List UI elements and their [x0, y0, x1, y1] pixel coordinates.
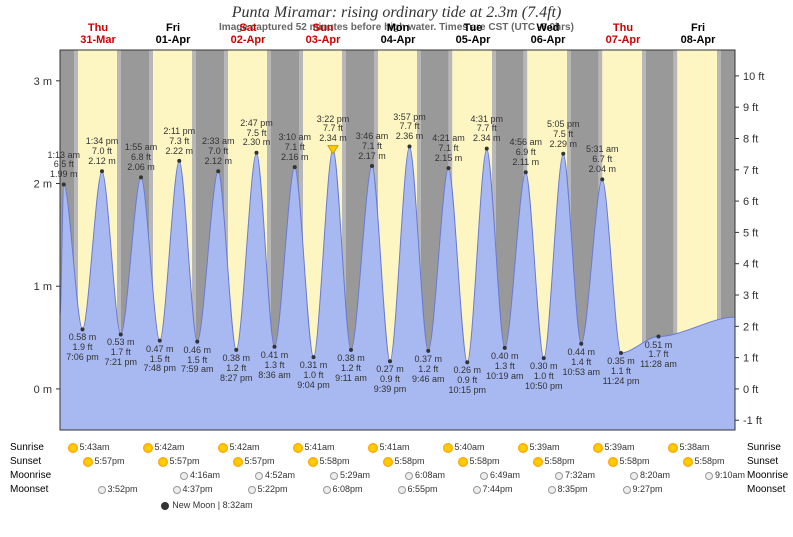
astro-item: 3:52pm [98, 484, 138, 494]
tide-label: 1:55 am6.8 ft2.06 m [121, 143, 161, 173]
tide-label: 2:33 am7.0 ft2.12 m [198, 137, 238, 167]
svg-text:0 ft: 0 ft [743, 384, 758, 396]
newmoon-label: New Moon | 8:32am [161, 500, 252, 510]
tide-label: 0.38 m1.2 ft9:11 am [331, 354, 371, 384]
astro-item: 9:27pm [623, 484, 663, 494]
tide-label: 5:05 pm7.5 ft2.29 m [543, 120, 583, 150]
day-header: Thu07-Apr [586, 22, 661, 46]
tide-label: 1:34 pm7.0 ft2.12 m [82, 137, 122, 167]
svg-text:5 ft: 5 ft [743, 227, 758, 239]
astro-item: 5:58pm [533, 456, 575, 467]
astro-row-label-left: Sunset [10, 456, 41, 467]
svg-text:2 ft: 2 ft [743, 321, 758, 333]
tide-label: 0.47 m1.5 ft7:48 pm [140, 345, 180, 375]
tide-label: 0.58 m1.9 ft7:06 pm [63, 333, 103, 363]
svg-text:2 m: 2 m [34, 179, 52, 191]
astro-item: 5:57pm [233, 456, 275, 467]
tide-label: 0.27 m0.9 ft9:39 pm [370, 365, 410, 395]
tide-label: 0.30 m1.0 ft10:50 pm [524, 362, 564, 392]
astro-item: 5:41am [368, 442, 410, 453]
day-header: Mon04-Apr [361, 22, 436, 46]
day-header: Tue05-Apr [436, 22, 511, 46]
svg-text:3 ft: 3 ft [743, 290, 758, 302]
astro-row-label-left: Moonset [10, 484, 48, 495]
svg-text:3 m: 3 m [34, 76, 52, 88]
tide-label: 0.26 m0.9 ft10:15 pm [447, 366, 487, 396]
astro-item: 5:41am [293, 442, 335, 453]
astro-item: 5:29am [330, 470, 370, 480]
astro-item: 6:55pm [398, 484, 438, 494]
svg-text:-1 ft: -1 ft [743, 415, 762, 427]
astro-item: 4:37pm [173, 484, 213, 494]
svg-text:7 ft: 7 ft [743, 165, 758, 177]
svg-text:10 ft: 10 ft [743, 71, 764, 83]
tide-label: 3:46 am7.1 ft2.17 m [352, 132, 392, 162]
astro-row-label-left: Moonrise [10, 470, 51, 481]
svg-text:1 ft: 1 ft [743, 353, 758, 365]
astro-item: 8:35pm [548, 484, 588, 494]
astro-item: 5:42am [218, 442, 260, 453]
astro-item: 8:20am [630, 470, 670, 480]
astro-item: 5:39am [518, 442, 560, 453]
astro-item: 5:43am [68, 442, 110, 453]
astro-item: 5:22pm [248, 484, 288, 494]
astro-row-label-left: Sunrise [10, 442, 44, 453]
astro-item: 5:58pm [683, 456, 725, 467]
astro-item: 6:08am [405, 470, 445, 480]
astro-item: 6:08pm [323, 484, 363, 494]
astro-row-label-right: Sunrise [747, 442, 781, 453]
tide-label: 0.40 m1.3 ft10:19 am [485, 352, 525, 382]
tide-label: 5:31 am6.7 ft2.04 m [582, 145, 622, 175]
tide-label: 3:22 pm7.7 ft2.34 m [313, 115, 353, 145]
astro-item: 5:57pm [158, 456, 200, 467]
astro-row-label-right: Sunset [747, 456, 778, 467]
astro-item: 7:44pm [473, 484, 513, 494]
svg-text:0 m: 0 m [34, 384, 52, 396]
astro-item: 5:58pm [383, 456, 425, 467]
astro-item: 4:52am [255, 470, 295, 480]
astro-item: 7:32am [555, 470, 595, 480]
tide-label: 2:47 pm7.5 ft2.30 m [237, 119, 277, 149]
svg-text:1 m: 1 m [34, 281, 52, 293]
tide-label: 4:56 am6.9 ft2.11 m [506, 138, 546, 168]
day-header: Fri08-Apr [661, 22, 736, 46]
astro-row-label-right: Moonset [747, 484, 785, 495]
day-header: Wed06-Apr [511, 22, 586, 46]
astro-item: 5:58pm [608, 456, 650, 467]
astro-item: 9:10am [705, 470, 745, 480]
astro-item: 5:39am [593, 442, 635, 453]
astro-row-label-right: Moonrise [747, 470, 788, 481]
svg-text:9 ft: 9 ft [743, 102, 758, 114]
svg-text:8 ft: 8 ft [743, 133, 758, 145]
day-header: Thu31-Mar [61, 22, 136, 46]
astro-item: 5:58pm [458, 456, 500, 467]
svg-text:4 ft: 4 ft [743, 259, 758, 271]
tide-label: 4:31 pm7.7 ft2.34 m [467, 115, 507, 145]
svg-text:6 ft: 6 ft [743, 196, 758, 208]
astro-item: 5:42am [143, 442, 185, 453]
tide-label: 4:21 am7.1 ft2.15 m [429, 134, 469, 164]
tide-label: 3:10 am7.1 ft2.16 m [275, 133, 315, 163]
tide-label: 0.51 m1.7 ft11:28 am [639, 341, 679, 371]
astro-item: 5:38am [668, 442, 710, 453]
tide-label: 1:13 am6.5 ft1.99 m [44, 151, 84, 181]
tide-label: 0.38 m1.2 ft8:27 pm [216, 354, 256, 384]
tide-label: 0.41 m1.3 ft8:36 am [255, 351, 295, 381]
tide-label: 0.46 m1.5 ft7:59 am [177, 346, 217, 376]
tide-label: 2:11 pm7.3 ft2.22 m [159, 127, 199, 157]
astro-item: 5:58pm [308, 456, 350, 467]
astro-item: 6:49am [480, 470, 520, 480]
tide-label: 0.44 m1.4 ft10:53 am [561, 348, 601, 378]
tide-label: 0.53 m1.7 ft7:21 pm [101, 338, 141, 368]
day-header: Fri01-Apr [136, 22, 211, 46]
astro-item: 4:16am [180, 470, 220, 480]
tide-label: 0.31 m1.0 ft9:04 pm [294, 361, 334, 391]
tide-label: 3:57 pm7.7 ft2.36 m [390, 113, 430, 143]
day-header: Sun03-Apr [286, 22, 361, 46]
tide-label: 0.37 m1.2 ft9:46 am [408, 355, 448, 385]
tide-label: 0.35 m1.1 ft11:24 pm [601, 357, 641, 387]
day-header: Sat02-Apr [211, 22, 286, 46]
astro-item: 5:57pm [83, 456, 125, 467]
astro-item: 5:40am [443, 442, 485, 453]
